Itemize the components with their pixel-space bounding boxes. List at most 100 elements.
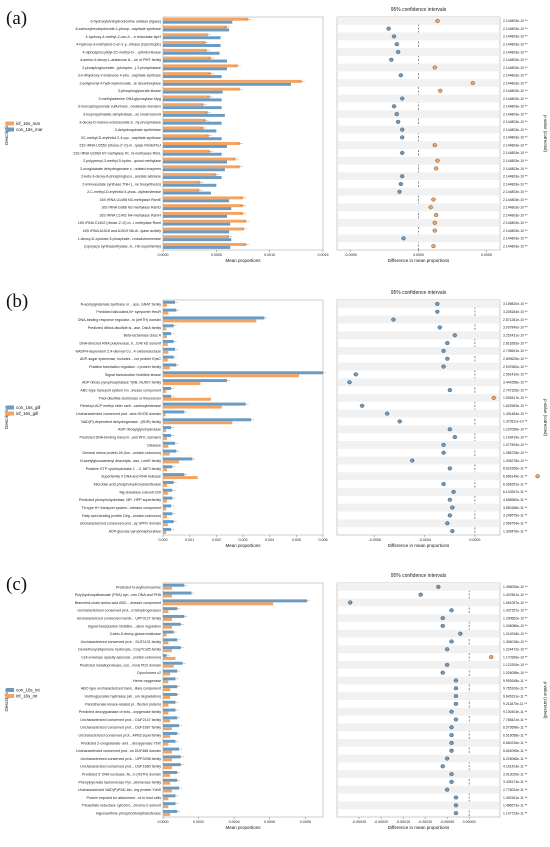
- p-value-label: 1.306018e-10 **: [503, 640, 528, 644]
- bar-con_16s_int: [163, 747, 179, 751]
- p-value-label: 3.208184e-10 **: [503, 310, 528, 314]
- p-value-label: 2.144803e-10 **: [503, 66, 528, 70]
- category-label: 2-phosphoglucerate...(phospho...) 2-phos…: [82, 66, 161, 70]
- ci-row-band: [337, 456, 500, 465]
- bar-inf_16s_int: [163, 742, 169, 746]
- p-value-label: 2.144803e-10 **: [503, 221, 528, 225]
- bar-con_16s_mar: [163, 168, 225, 172]
- ci-point: [449, 748, 454, 753]
- category-label: Poly(hydroxyalkanoate (PHA) syn...min DN…: [75, 593, 162, 597]
- ci-x-axis-label: Difference in mean proportions: [388, 543, 450, 548]
- bar-inf_16s_int: [163, 766, 172, 770]
- bar-inf_16s_mar: [163, 72, 211, 76]
- p-value-label: 1.147723e-11 **: [503, 811, 528, 815]
- category-label: Putative GTP cyclohydrolase 1 ...2, NIF3…: [86, 467, 161, 471]
- ci-point: [440, 764, 445, 769]
- ci-x-tick-label: -0.0004: [419, 538, 431, 542]
- ci-row-band: [337, 723, 500, 732]
- legend-swatch: [6, 694, 14, 698]
- ci-row-band: [337, 141, 500, 150]
- ci-point: [432, 220, 437, 225]
- bar-inf_16s_gill: [163, 436, 167, 440]
- bar-inf_16s_gill: [163, 413, 166, 417]
- bar-x-tick-label: 0.004: [265, 538, 274, 542]
- bar-con_16s_int: [163, 677, 176, 681]
- bar-inf_16s_gill: [163, 429, 167, 433]
- bar-inf_16s_int: [163, 695, 171, 699]
- category-label: Uncharacterized NAD(P)/FAD-bin...ing pro…: [78, 788, 162, 792]
- ci-point: [441, 482, 446, 487]
- category-label: 3-methyladenine DNA glycosylase Mpg: [98, 97, 161, 101]
- category-label: ADP-sugar epimerase, includes ...ion pro…: [80, 357, 162, 361]
- category-label: Signal transduction histidine ...ation r…: [88, 624, 161, 628]
- bar-inf_16s_gill: [163, 444, 169, 448]
- category-label: 6-hydroxytetrahydronicotine oxidase (lig…: [90, 19, 161, 23]
- ci-row-band: [337, 218, 500, 227]
- legend-entry: con_16s_gill: [16, 405, 40, 410]
- ci-point: [445, 787, 450, 792]
- bar-x-tick-label: 0.003: [239, 538, 248, 542]
- bar-inf_16s_mar: [163, 25, 227, 29]
- ci-point: [431, 244, 436, 249]
- p-value-label: 4.658980e-11 **: [503, 498, 528, 502]
- ci-point: [434, 166, 439, 171]
- ci-point: [449, 779, 454, 784]
- bar-x-tick-label: 0.005: [292, 538, 301, 542]
- bar-inf_16s_int: [163, 594, 172, 598]
- bar-inf_16s_gill: [163, 421, 233, 425]
- p-value-label: 2.144803e-10 **: [503, 81, 528, 85]
- ci-point: [400, 135, 405, 140]
- bar-inf_16s_gill: [163, 374, 299, 378]
- category-label: Protein required for attachmen...nt to h…: [86, 796, 161, 800]
- p-value-label: 2.144803e-10 **: [503, 89, 528, 93]
- p-value-label: 3.435174e-11 **: [503, 780, 528, 784]
- p-value-label: 1.143419e-10 **: [503, 435, 528, 439]
- bar-con_16s_int: [163, 638, 178, 642]
- ci-point: [391, 34, 397, 39]
- ci-point: [451, 489, 456, 494]
- bar-inf_16s_int: [163, 664, 174, 668]
- bar-con_16s_gill: [163, 316, 265, 320]
- bar-inf_16s_int: [163, 602, 274, 606]
- bar-con_16s_int: [163, 786, 179, 790]
- p-value-label: 1.224472e-10 **: [503, 648, 528, 652]
- ci-point: [450, 529, 455, 534]
- ci-row-band: [337, 692, 500, 700]
- bar-inf_16s_int: [163, 586, 172, 590]
- category-label: Catalase: [147, 443, 161, 447]
- p-value-label: 9.211870e-11 **: [503, 702, 528, 706]
- p-value-axis-label: p-value (corrected): [543, 399, 548, 436]
- ci-point: [434, 213, 439, 218]
- category-label: 3,4-dihydroxy-2-butanone 4-pho...naphtal…: [78, 74, 161, 78]
- ci-row-band: [337, 156, 500, 165]
- bar-x-tick-label: 0.0002: [193, 820, 204, 824]
- legend-entry: con_16s_mar: [16, 127, 43, 132]
- ci-x-axis-label: Difference in mean proportions: [388, 258, 450, 263]
- bar-con_16s_gill: [163, 449, 177, 453]
- category-label: 3-polyprenyl-4-hydroxybenzoate...te deca…: [79, 81, 161, 85]
- ci-row-band: [337, 187, 500, 196]
- bar-con_16s_gill: [163, 410, 185, 414]
- bar-inf_16s_mar: [163, 204, 243, 208]
- ci-row-band: [337, 394, 500, 402]
- ci-point: [436, 584, 441, 589]
- p-value-label: 4.161423e-11 **: [503, 765, 528, 769]
- p-value-label: 2.144803e-10 **: [503, 143, 528, 147]
- p-value-label: 9.130403e-11 **: [503, 710, 528, 714]
- bar-con_16s_int: [163, 770, 178, 774]
- bar-con_16s_mar: [163, 144, 227, 148]
- ci-point: [435, 309, 440, 314]
- category-label: Predicted dithiol-disulfide is...ase, Ds…: [88, 326, 162, 330]
- bar-con_16s_gill: [163, 441, 175, 445]
- p-value-label: 1.466573e-11 **: [503, 804, 528, 808]
- category-label: 2-C-methyl-D-erythritol 4-phos...dyltran…: [87, 190, 161, 194]
- bar-con_16s_gill: [163, 504, 171, 508]
- category-label: (Lipo)acyl synthase/thylase, H...HD supe…: [84, 245, 161, 249]
- ci-row-band: [337, 315, 500, 324]
- bar-inf_16s_mar: [163, 95, 210, 99]
- ci-row-band: [337, 519, 500, 528]
- y-axis-label: Description: [4, 406, 9, 429]
- ci-point: [447, 427, 452, 432]
- bar-con_16s_gill: [163, 379, 227, 383]
- category-label: Predicted tailcoated-N+ symporter HeuR: [96, 310, 161, 314]
